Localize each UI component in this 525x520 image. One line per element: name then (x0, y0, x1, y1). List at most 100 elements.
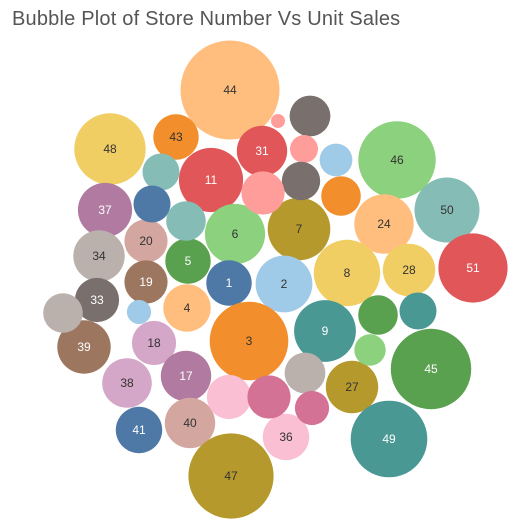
bubble-store-27[interactable]: 27 (325, 360, 379, 414)
bubble-circle[interactable] (358, 121, 436, 199)
bubble-circle[interactable] (289, 95, 331, 137)
bubble-circle[interactable] (262, 413, 310, 461)
bubble-unlabeled[interactable] (126, 299, 152, 325)
bubble-circle[interactable] (74, 113, 146, 185)
bubble-circle[interactable] (206, 374, 252, 420)
bubble-store-51[interactable]: 51 (438, 233, 508, 303)
bubble-store-40[interactable]: 40 (164, 397, 216, 449)
bubble-store-28[interactable]: 28 (382, 243, 436, 297)
bubble-circle[interactable] (399, 292, 437, 330)
bubble-circle[interactable] (165, 238, 211, 284)
bubble-circle[interactable] (255, 255, 313, 313)
bubble-unlabeled[interactable] (133, 185, 171, 223)
bubble-circle[interactable] (133, 185, 171, 223)
bubble-circle[interactable] (77, 182, 133, 238)
bubble-circle[interactable] (180, 40, 280, 140)
bubble-store-8[interactable]: 8 (313, 239, 381, 307)
bubble-circle[interactable] (163, 284, 211, 332)
bubble-store-38[interactable]: 38 (102, 358, 152, 408)
bubble-unlabeled[interactable] (241, 171, 285, 215)
bubble-store-9[interactable]: 9 (294, 300, 356, 362)
bubble-store-5[interactable]: 5 (165, 238, 211, 284)
bubble-circle[interactable] (354, 334, 386, 366)
bubble-store-6[interactable]: 6 (204, 203, 266, 265)
bubble-circle[interactable] (188, 433, 274, 519)
bubble-store-24[interactable]: 24 (354, 194, 414, 254)
bubble-circle[interactable] (390, 328, 472, 410)
bubble-unlabeled[interactable] (206, 374, 252, 420)
bubble-circle[interactable] (206, 260, 252, 306)
bubble-unlabeled[interactable] (281, 161, 321, 201)
bubble-circle[interactable] (325, 360, 379, 414)
bubble-circle[interactable] (160, 350, 212, 402)
bubble-store-11[interactable]: 11 (178, 147, 244, 213)
bubble-store-36[interactable]: 36 (262, 413, 310, 461)
bubble-store-33[interactable]: 33 (74, 277, 120, 323)
bubble-store-47[interactable]: 47 (188, 433, 274, 519)
bubble-unlabeled[interactable] (271, 114, 285, 128)
bubble-unlabeled[interactable] (43, 293, 83, 333)
bubble-circle[interactable] (142, 153, 180, 191)
bubble-unlabeled[interactable] (289, 95, 331, 137)
bubble-circle[interactable] (209, 301, 289, 381)
bubble-unlabeled[interactable] (294, 390, 330, 426)
bubble-circle[interactable] (438, 233, 508, 303)
bubble-circle[interactable] (247, 375, 291, 419)
bubble-circle[interactable] (267, 197, 331, 261)
bubble-unlabeled[interactable] (354, 334, 386, 366)
bubble-store-3[interactable]: 3 (209, 301, 289, 381)
bubble-store-19[interactable]: 19 (124, 260, 168, 304)
bubble-circle[interactable] (271, 114, 285, 128)
bubble-circle[interactable] (126, 299, 152, 325)
bubble-store-17[interactable]: 17 (160, 350, 212, 402)
bubble-unlabeled[interactable] (284, 352, 326, 394)
bubble-circle[interactable] (294, 390, 330, 426)
bubble-unlabeled[interactable] (399, 292, 437, 330)
bubble-store-41[interactable]: 41 (115, 406, 163, 454)
bubble-circle[interactable] (74, 277, 120, 323)
bubble-store-39[interactable]: 39 (57, 320, 111, 374)
bubble-circle[interactable] (358, 295, 398, 335)
bubble-store-18[interactable]: 18 (131, 320, 177, 366)
bubble-unlabeled[interactable] (319, 143, 353, 177)
bubble-circle[interactable] (354, 194, 414, 254)
bubble-store-44[interactable]: 44 (180, 40, 280, 140)
bubble-store-2[interactable]: 2 (255, 255, 313, 313)
bubble-store-50[interactable]: 50 (414, 177, 480, 243)
bubble-circle[interactable] (166, 201, 206, 241)
bubble-circle[interactable] (350, 400, 428, 478)
bubble-store-31[interactable]: 31 (236, 125, 288, 177)
bubble-store-37[interactable]: 37 (77, 182, 133, 238)
bubble-circle[interactable] (178, 147, 244, 213)
bubble-store-34[interactable]: 34 (73, 230, 125, 282)
bubble-circle[interactable] (124, 260, 168, 304)
bubble-circle[interactable] (153, 114, 199, 160)
bubble-unlabeled[interactable] (166, 201, 206, 241)
bubble-circle[interactable] (43, 293, 83, 333)
bubble-circle[interactable] (319, 143, 353, 177)
bubble-circle[interactable] (284, 352, 326, 394)
bubble-store-7[interactable]: 7 (267, 197, 331, 261)
bubble-store-4[interactable]: 4 (163, 284, 211, 332)
bubble-circle[interactable] (294, 300, 356, 362)
bubble-circle[interactable] (124, 219, 168, 263)
bubble-circle[interactable] (290, 135, 318, 163)
bubble-unlabeled[interactable] (247, 375, 291, 419)
bubble-circle[interactable] (414, 177, 480, 243)
bubble-circle[interactable] (131, 320, 177, 366)
bubble-circle[interactable] (115, 406, 163, 454)
bubble-unlabeled[interactable] (290, 135, 318, 163)
bubble-store-49[interactable]: 49 (350, 400, 428, 478)
bubble-store-45[interactable]: 45 (390, 328, 472, 410)
bubble-circle[interactable] (313, 239, 381, 307)
bubble-store-1[interactable]: 1 (206, 260, 252, 306)
bubble-unlabeled[interactable] (142, 153, 180, 191)
bubble-circle[interactable] (321, 176, 361, 216)
bubble-circle[interactable] (57, 320, 111, 374)
bubble-store-46[interactable]: 46 (358, 121, 436, 199)
bubble-circle[interactable] (102, 358, 152, 408)
bubble-unlabeled[interactable] (358, 295, 398, 335)
bubble-unlabeled[interactable] (321, 176, 361, 216)
bubble-circle[interactable] (73, 230, 125, 282)
bubble-store-20[interactable]: 20 (124, 219, 168, 263)
